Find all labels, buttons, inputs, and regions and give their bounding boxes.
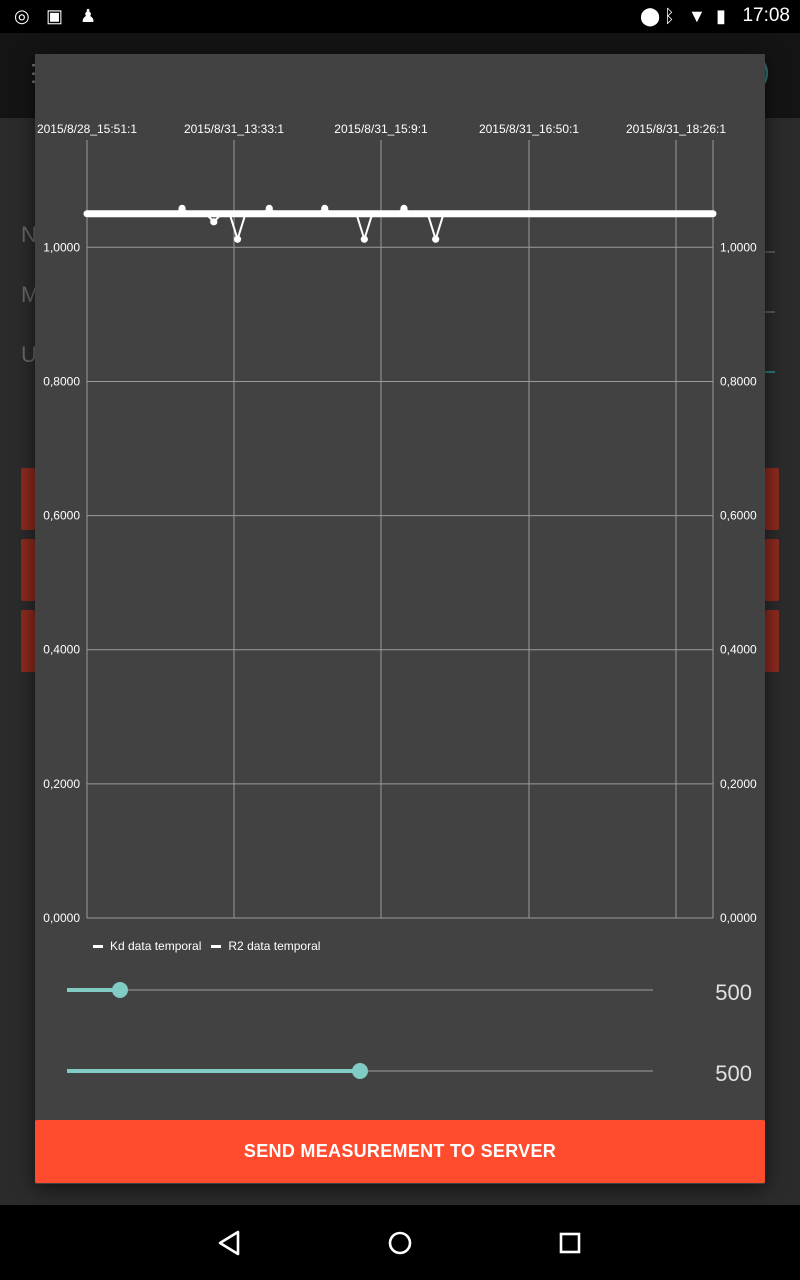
legend-swatch-kd bbox=[93, 944, 103, 948]
battery-icon: ▮ bbox=[716, 6, 726, 26]
chart-legend: Kd data temporal R2 data temporal bbox=[93, 938, 330, 954]
slider1-value: 500 bbox=[715, 980, 752, 1005]
status-bar: ◎ ▣ ♟ ⬤ ᛒ ▼ ▮ 17:08 bbox=[0, 0, 800, 33]
y-tick-label-right: 1,0000 bbox=[720, 240, 757, 254]
background-button bbox=[765, 539, 779, 601]
background-field-line bbox=[765, 371, 775, 373]
background-label-m: M bbox=[21, 282, 40, 307]
measurement-chart: 1,0000 1,0000 0,8000 0,8000 0,6000 0,6000 0,40… bbox=[37, 122, 757, 925]
target-icon: ◎ bbox=[14, 6, 30, 26]
x-tick-label: 2015/8/28_15:51:1 bbox=[37, 122, 137, 136]
x-tick-label: 2015/8/31_15:9:1 bbox=[334, 122, 428, 136]
slider-fill bbox=[67, 988, 120, 992]
slider-thumb[interactable] bbox=[111, 982, 128, 998]
background-button bbox=[21, 610, 35, 672]
r2-data-point bbox=[265, 204, 273, 213]
r2-data-point bbox=[432, 235, 440, 243]
slider-track bbox=[67, 989, 653, 991]
y-tick-label-right: 0,4000 bbox=[720, 643, 757, 657]
y-tick-label-left: 0,6000 bbox=[43, 509, 80, 523]
background-field-line bbox=[765, 311, 775, 313]
background-button bbox=[765, 610, 779, 672]
r2-data-point bbox=[321, 204, 329, 213]
x-tick-label: 2015/8/31_13:33:1 bbox=[184, 122, 284, 136]
y-tick-label-right: 0,0000 bbox=[720, 911, 757, 925]
wifi-icon: ▼ bbox=[688, 6, 706, 26]
r2-data-point bbox=[360, 235, 368, 243]
legend-swatch-r2 bbox=[211, 944, 222, 948]
status-time: 17:08 bbox=[742, 5, 790, 26]
background-button bbox=[765, 468, 779, 530]
r2-window-slider[interactable] bbox=[67, 1056, 653, 1086]
y-tick-label-left: 0,2000 bbox=[43, 777, 80, 791]
legend-label-r2: R2 data temporal bbox=[228, 939, 321, 953]
r2-data-point bbox=[400, 204, 408, 213]
y-tick-label-left: 1,0000 bbox=[43, 240, 80, 254]
y-tick-label-left: 0,0000 bbox=[43, 911, 80, 925]
home-icon[interactable] bbox=[384, 1227, 416, 1259]
android-icon: ♟ bbox=[80, 6, 97, 26]
recents-icon[interactable] bbox=[554, 1227, 586, 1259]
clipboard-icon: ▣ bbox=[46, 6, 64, 26]
legend-label-kd: Kd data temporal bbox=[110, 939, 202, 953]
signal-icon: ) bbox=[760, 55, 770, 88]
measurement-dialog: 1,0000 1,0000 0,8000 0,8000 0,6000 0,6000 0,40… bbox=[35, 54, 765, 1184]
background-button bbox=[21, 468, 35, 530]
background-button bbox=[21, 539, 35, 601]
background-label-n: N bbox=[21, 222, 37, 247]
kd-window-slider[interactable] bbox=[67, 975, 653, 1005]
location-icon: ⬤ bbox=[640, 6, 661, 26]
r2-series-line bbox=[87, 207, 713, 243]
r2-data-point bbox=[210, 218, 218, 226]
send-measurement-button[interactable]: SEND MEASUREMENT TO SERVER bbox=[35, 1120, 765, 1183]
background-field-line bbox=[765, 251, 775, 253]
slider2-value: 500 bbox=[715, 1061, 752, 1086]
y-tick-label-right: 0,2000 bbox=[720, 777, 757, 791]
slider-fill bbox=[67, 1069, 360, 1073]
navigation-bar bbox=[0, 1205, 800, 1280]
slider-thumb[interactable] bbox=[352, 1063, 368, 1079]
y-tick-label-left: 0,4000 bbox=[43, 643, 80, 657]
x-tick-label: 2015/8/31_16:50:1 bbox=[479, 122, 579, 136]
y-tick-label-right: 0,6000 bbox=[720, 509, 757, 523]
x-tick-label: 2015/8/31_18:26:1 bbox=[626, 122, 726, 136]
y-tick-label-left: 0,8000 bbox=[43, 374, 80, 388]
r2-data-point bbox=[178, 204, 186, 213]
background-label-u: U bbox=[21, 342, 37, 367]
r2-data-point bbox=[233, 235, 242, 243]
back-icon[interactable] bbox=[214, 1227, 246, 1259]
y-tick-label-right: 0,8000 bbox=[720, 374, 757, 388]
bluetooth-icon: ᛒ bbox=[664, 6, 675, 26]
